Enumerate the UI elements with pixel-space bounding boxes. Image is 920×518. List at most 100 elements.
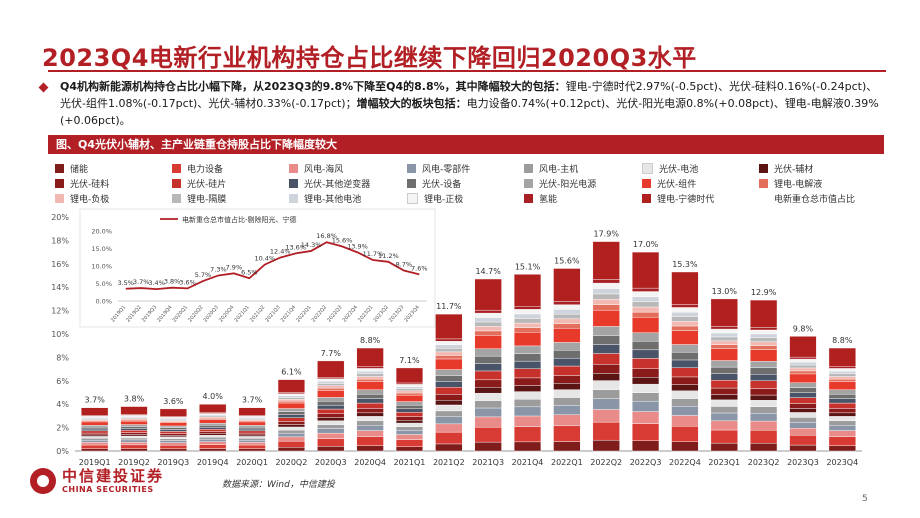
- bar-segment: [159, 433, 187, 436]
- bar-segment: [671, 376, 699, 385]
- bar-segment: [159, 429, 187, 432]
- summary-text-2: 电力设备0.74%(+0.12pct)、光伏-阳光电源0.8%(+0.08pct…: [60, 97, 879, 127]
- bar-segment: [277, 397, 306, 400]
- bar-segment: [277, 429, 306, 434]
- legend-item: 锂电-负极: [55, 192, 109, 205]
- bar-segment: [81, 439, 109, 443]
- legend-label: 光伏-电池: [659, 165, 699, 175]
- x-tick-label: 2023Q4: [826, 458, 858, 467]
- inset-y-tick-label: 20.0%: [91, 228, 112, 236]
- bar-segment: [553, 357, 581, 367]
- bar-segment: [631, 423, 660, 441]
- bar-segment: [238, 436, 266, 439]
- bar-segment: [710, 328, 738, 334]
- bar-segment: [435, 387, 463, 395]
- bar-segment: [277, 432, 306, 438]
- bar-segment: [789, 392, 817, 398]
- figure-caption: 图、Q4光伏小辅材、主产业链重仓持股占比下降幅度较大: [48, 135, 884, 154]
- bar-total-label: 14.7%: [475, 267, 501, 276]
- bar-segment: [789, 412, 817, 418]
- bar-segment: [474, 427, 502, 443]
- inset-point-label: 8.7%: [396, 261, 413, 269]
- bar-segment: [710, 348, 738, 361]
- bar-segment: [395, 430, 424, 435]
- bar-segment: [513, 377, 542, 386]
- bar-segment: [199, 441, 227, 445]
- legend-swatch: [524, 164, 533, 173]
- legend-swatch: [524, 194, 533, 203]
- y-tick-label: 8%: [56, 353, 69, 362]
- bar-segment: [199, 431, 227, 434]
- bar-segment: [671, 344, 699, 353]
- bar-segment: [81, 448, 109, 452]
- y-tick-label: 12%: [51, 307, 69, 316]
- bar-segment: [631, 358, 660, 369]
- bar-total-label: 15.1%: [515, 262, 541, 271]
- bar-segment: [592, 293, 620, 300]
- inset-point-label: 13.9%: [347, 242, 368, 250]
- bar-segment: [592, 373, 620, 381]
- bar-segment: [81, 436, 109, 439]
- inset-point-label: 12.4%: [270, 248, 291, 256]
- bar-segment: [199, 426, 227, 430]
- bar-segment: [356, 393, 384, 399]
- bar-segment: [120, 424, 148, 427]
- bar-segment: [710, 442, 738, 452]
- bar-segment: [513, 399, 542, 408]
- bar-segment: [671, 330, 699, 345]
- bar-segment: [828, 445, 856, 452]
- bar-segment: [671, 311, 699, 317]
- bar-segment: [435, 344, 463, 349]
- inset-legend-label: 电新重仓总市值占比-剔除阳光、宁德: [182, 215, 297, 224]
- legend-label: 风电-主机: [539, 165, 579, 175]
- bar-segment: [750, 400, 778, 407]
- legend-item: 光伏-硅料: [55, 177, 109, 190]
- bar-segment: [120, 439, 148, 443]
- y-tick-label: 10%: [51, 330, 69, 339]
- bar-segment: [120, 435, 148, 439]
- inset-point-label: 3.4%: [148, 279, 165, 287]
- inset-point-label: 13.6%: [285, 243, 306, 251]
- summary-bold-2: 增幅较大的板块包括：: [356, 97, 467, 110]
- bar-segment: [435, 338, 463, 342]
- bar-segment: [474, 312, 502, 318]
- summary-text-1: 锂电-宁德时代2.97%(-0.5pct)、光伏-硅料0.16%(-0.24pc…: [60, 80, 878, 110]
- legend-swatch: [172, 164, 181, 173]
- legend-item: 风电-主机: [524, 162, 578, 175]
- bar-segment: [710, 360, 738, 368]
- bar-segment: [356, 378, 384, 382]
- bar-segment: [238, 430, 266, 434]
- inset-point-label: 10.4%: [254, 255, 275, 263]
- bar-segment: [789, 428, 817, 436]
- bar-segment: [553, 389, 581, 398]
- bar-segment: [81, 421, 109, 426]
- bar-segment: [710, 340, 738, 345]
- bar-segment: [828, 420, 856, 426]
- bar-segment: [277, 402, 306, 409]
- bar-segment: [631, 440, 660, 452]
- legend-swatch: [55, 179, 64, 188]
- page-number: 5: [862, 494, 868, 504]
- bar-segment: [317, 438, 345, 447]
- bar-segment: [356, 416, 384, 422]
- bar-segment: [395, 392, 424, 396]
- bar-segment: [513, 318, 542, 324]
- legend-swatch: [759, 164, 768, 173]
- x-tick-label: 2022Q1: [551, 458, 583, 467]
- bar-segment: [277, 393, 306, 396]
- bar-segment: [238, 407, 266, 416]
- bar-segment: [750, 361, 778, 368]
- bar-segment: [671, 304, 699, 308]
- bar-segment: [789, 336, 817, 358]
- legend-label: 电新重仓总市值占比: [774, 195, 856, 205]
- bar-segment: [159, 431, 187, 434]
- bar-segment: [631, 291, 660, 297]
- bar-segment: [474, 370, 502, 381]
- bar-segment: [789, 434, 817, 446]
- bar-segment: [317, 428, 345, 434]
- inset-point-label: 7.6%: [411, 264, 428, 272]
- bar-segment: [81, 434, 109, 437]
- legend-label: 锂电-负极: [70, 195, 110, 205]
- legend-item: 光伏-设备: [407, 177, 461, 190]
- x-tick-label: 2020Q3: [315, 458, 347, 467]
